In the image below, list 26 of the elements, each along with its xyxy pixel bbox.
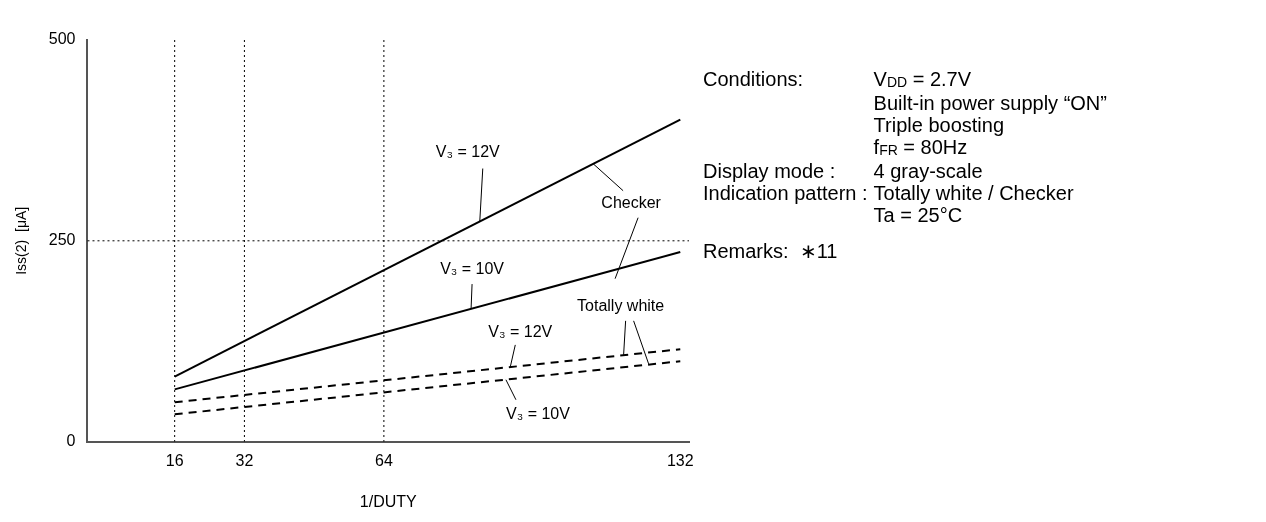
text: Indication pattern : [703,182,868,204]
text: Conditions: [703,68,805,92]
y-axis-title: Iss(2) [μA] [13,206,30,275]
annotation: V₃ = 10V [440,260,505,278]
x-tick-label: 16 [165,451,184,469]
text: Built-in power supply “ON” [873,92,1107,114]
annotation: Totally white [577,297,665,315]
text: Totally white / Checker [873,182,1075,204]
text: Remarks: ∗11 [703,240,839,262]
text: Display mode : [703,160,837,182]
y-tick-label: 0 [66,432,76,450]
text: Triple boosting [873,114,1005,136]
annotation: V₃ = 10V [505,405,571,423]
text: f$_{FR}$ = 80Hz [873,136,969,160]
text: V$_{DD}$ = 2.7V [873,68,973,92]
x-tick-label: 32 [235,451,254,469]
x-tick-label: 132 [666,451,694,469]
y-tick-label: 500 [48,30,76,48]
y-tick-label: 250 [48,231,76,249]
x-tick-label: 64 [374,451,393,469]
annotation: V₃ = 12V [488,323,553,341]
annotation: V₃ = 12V [435,142,501,160]
text: Ta = 25°C [873,204,964,226]
x-axis-title: 1/DUTY [359,492,418,510]
annotation: Checker [601,194,662,212]
text: 4 gray-scale [873,160,984,182]
